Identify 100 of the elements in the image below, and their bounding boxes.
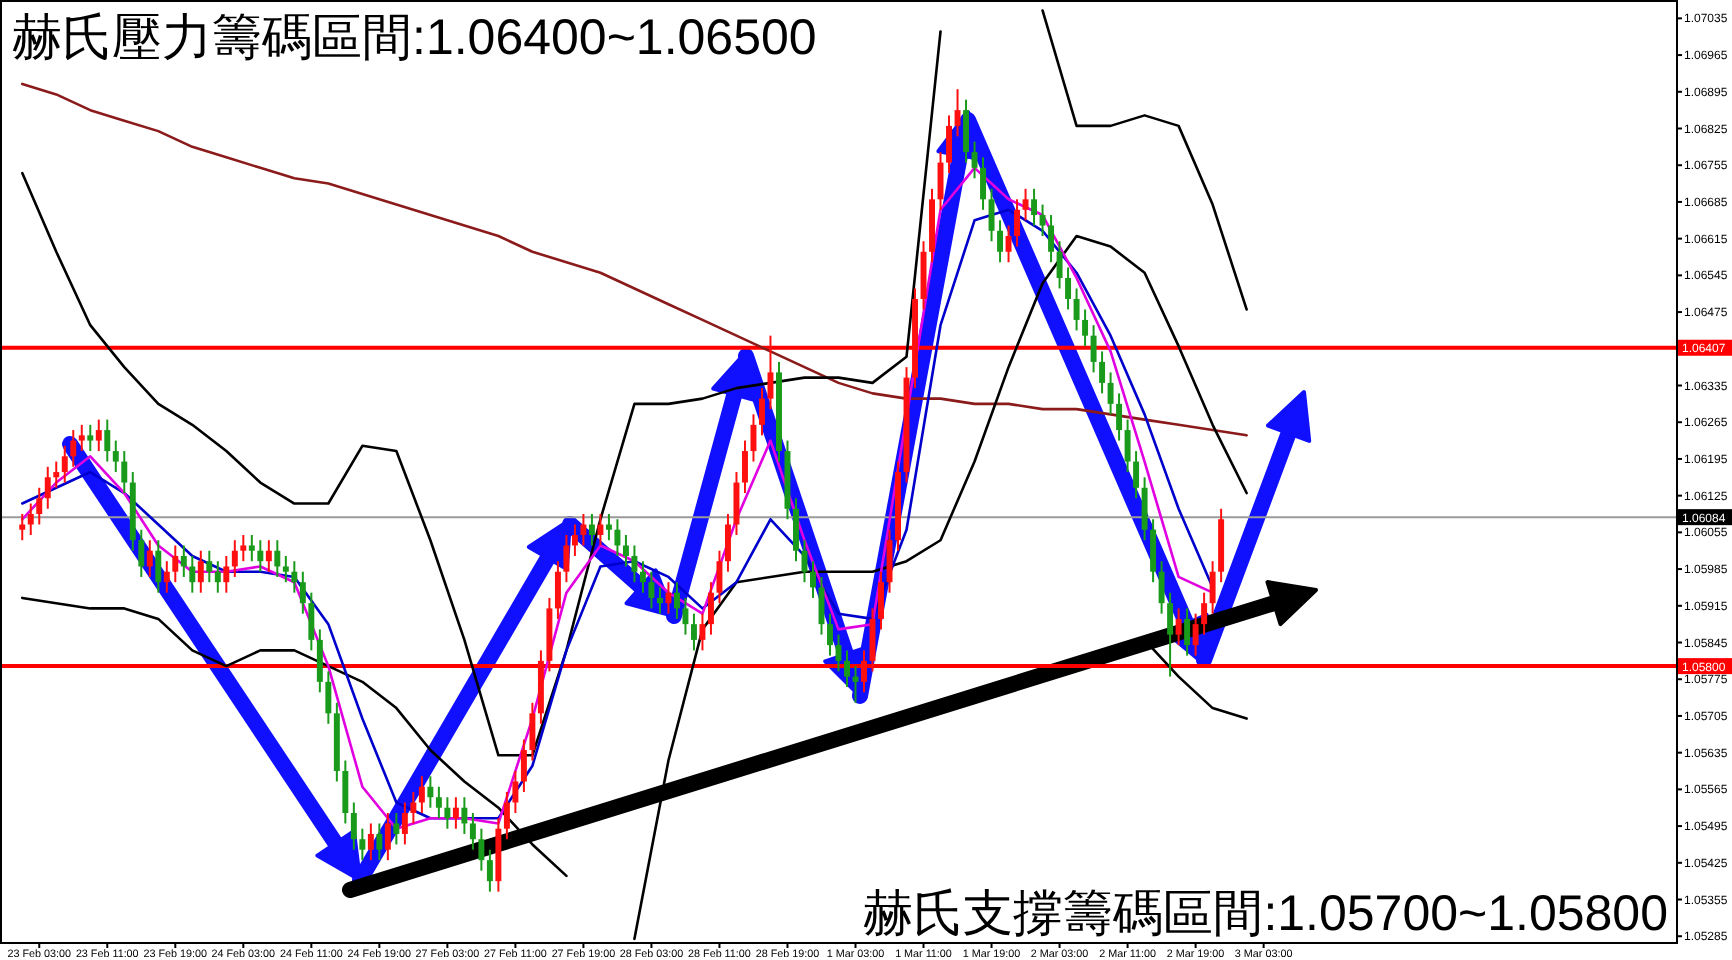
candlestick xyxy=(563,533,570,584)
candlestick xyxy=(759,387,765,437)
candlestick xyxy=(61,444,68,484)
candlestick xyxy=(1048,214,1055,264)
candlestick xyxy=(291,560,298,594)
candlestick xyxy=(1031,187,1038,227)
candlestick xyxy=(112,439,119,474)
candlestick xyxy=(631,544,638,584)
candlestick xyxy=(53,460,60,489)
candlestick xyxy=(461,796,468,835)
candlestick xyxy=(257,539,264,573)
candlestick xyxy=(427,775,434,809)
candlestick xyxy=(342,759,349,825)
candlestick xyxy=(206,549,213,584)
candlestick xyxy=(1184,607,1191,657)
candlestick xyxy=(299,570,306,615)
candlestick xyxy=(656,586,663,615)
candlestick xyxy=(861,649,867,694)
candlestick xyxy=(27,502,34,536)
candlestick xyxy=(605,513,612,542)
candlestick xyxy=(104,418,111,463)
candlestick xyxy=(1133,450,1140,500)
candlestick xyxy=(810,560,816,599)
candlestick xyxy=(248,533,255,563)
candlestick xyxy=(325,670,332,725)
candlestick xyxy=(946,114,953,175)
line-series xyxy=(1041,9,1248,311)
candlestick xyxy=(1209,560,1216,615)
candlestick xyxy=(673,581,680,620)
candlestick xyxy=(180,544,187,578)
candlestick xyxy=(520,738,527,793)
candlestick xyxy=(597,513,604,547)
candlestick xyxy=(733,471,740,536)
candlestick xyxy=(223,554,230,594)
candlestick xyxy=(793,497,799,563)
candlestick xyxy=(1167,591,1174,678)
candlestick xyxy=(1099,350,1106,395)
annotation: 赫氏支撐籌碼區間:1.05700~1.05800 xyxy=(863,886,1668,942)
candlestick xyxy=(282,554,289,584)
candlestick xyxy=(529,701,536,762)
candlestick xyxy=(1056,240,1063,290)
candlestick xyxy=(724,513,731,573)
candlestick xyxy=(963,98,970,164)
candlestick xyxy=(478,827,485,872)
candlestick xyxy=(401,801,408,846)
candlestick xyxy=(384,811,391,862)
candlestick xyxy=(588,513,595,547)
candlestick xyxy=(19,513,26,542)
candlestick xyxy=(146,539,153,578)
candlestick xyxy=(699,612,706,652)
candlestick xyxy=(367,822,374,862)
candlestick xyxy=(1124,418,1131,474)
candlestick xyxy=(418,775,425,814)
candlestick xyxy=(172,544,179,584)
candlestick xyxy=(70,429,77,468)
candlestick xyxy=(937,151,944,211)
candlestick xyxy=(827,612,833,657)
candlestick xyxy=(265,539,272,573)
candlestick xyxy=(716,549,723,605)
candlestick xyxy=(163,560,170,594)
candlestick xyxy=(435,785,442,820)
candlestick xyxy=(1039,203,1046,238)
candlestick xyxy=(1116,392,1123,442)
candlestick xyxy=(614,518,621,557)
candlestick xyxy=(580,513,587,547)
candlestick xyxy=(639,560,646,594)
candlestick xyxy=(741,439,748,495)
candlestick xyxy=(954,88,961,138)
candlestick xyxy=(1201,591,1208,636)
candlestick xyxy=(444,796,451,830)
candlestick xyxy=(1107,371,1114,416)
candlestick xyxy=(486,848,493,893)
candlestick xyxy=(971,140,978,180)
candlestick xyxy=(1022,187,1029,222)
candlestick xyxy=(980,156,987,211)
candlestick xyxy=(410,790,417,825)
candlestick xyxy=(1150,518,1157,584)
candlestick xyxy=(622,533,629,568)
candlestick xyxy=(682,596,689,636)
line-series xyxy=(20,82,1248,437)
candlestick xyxy=(316,628,323,694)
candlestick xyxy=(1192,612,1199,657)
candlestick xyxy=(36,486,43,526)
candlestick xyxy=(78,423,85,453)
candlestick xyxy=(665,581,672,615)
candlestick xyxy=(1141,476,1148,542)
candlestick xyxy=(1065,266,1072,311)
candlestick xyxy=(240,533,247,563)
candlestick xyxy=(308,591,315,652)
candlestick xyxy=(1005,224,1012,264)
candlestick xyxy=(1175,607,1182,647)
candlestick xyxy=(87,423,94,453)
candlestick xyxy=(121,450,128,495)
candlestick xyxy=(554,560,561,620)
candlestick xyxy=(274,539,281,578)
candlestick xyxy=(376,822,383,862)
annotation: 赫氏壓力籌碼區間:1.06400~1.06500 xyxy=(12,10,817,66)
candlestick xyxy=(571,523,578,557)
candlestick xyxy=(231,539,238,578)
candlestick xyxy=(512,770,519,814)
